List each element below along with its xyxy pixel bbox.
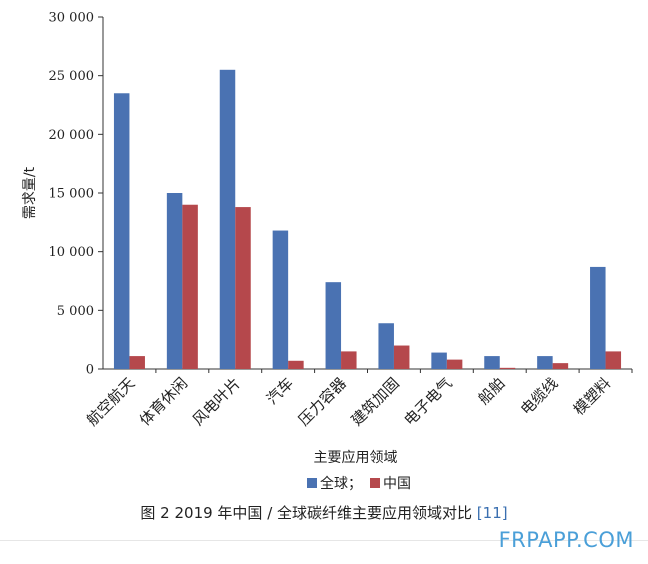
bar: [590, 266, 606, 369]
bar: [219, 69, 236, 370]
legend-label: 全球；: [320, 475, 362, 492]
x-tick-label: 体育休闲: [136, 374, 191, 429]
y-tick-label: 20 000: [49, 128, 95, 143]
bar: [113, 93, 130, 370]
bar: [431, 352, 447, 369]
x-tick-label: 电子电气: [401, 374, 456, 429]
bar: [484, 356, 500, 369]
x-tick-label: 电缆线: [517, 374, 562, 419]
x-tick-label: 风电叶片: [189, 374, 244, 429]
legend-swatch: [370, 478, 380, 488]
bar: [129, 356, 145, 369]
x-tick-label: 压力容器: [295, 374, 350, 429]
bar: [393, 345, 410, 369]
caption-text: 图 2 2019 年中国 / 全球碳纤维主要应用领域对比: [140, 504, 477, 522]
bar: [341, 351, 357, 369]
bar: [499, 367, 516, 369]
x-tick-label: 船舶: [475, 374, 509, 408]
bar: [272, 230, 289, 369]
legend-label: 中国: [383, 476, 411, 492]
y-tick-label: 5 000: [57, 304, 94, 319]
bar: [182, 204, 198, 369]
y-axis-label: 需求量/t: [22, 166, 38, 219]
x-tick-label: 汽车: [263, 374, 297, 408]
divider: [0, 540, 648, 541]
x-tick-label: 航空航天: [83, 374, 138, 429]
y-tick-label: 15 000: [49, 187, 95, 202]
bar: [552, 363, 569, 369]
caption-reference: [11]: [476, 504, 508, 522]
bar: [378, 323, 394, 369]
y-tick-label: 30 000: [49, 11, 95, 26]
legend-swatch: [307, 478, 317, 488]
bar: [325, 282, 342, 369]
bar: [446, 359, 463, 369]
bar: [166, 193, 183, 369]
y-tick-label: 10 000: [49, 245, 95, 260]
bar: [288, 360, 304, 369]
x-tick-label: 模塑料: [570, 374, 615, 419]
y-tick-label: 25 000: [49, 69, 95, 84]
x-tick-label: 建筑加固: [348, 374, 403, 429]
y-tick-label: 0: [86, 363, 94, 378]
bar: [235, 207, 251, 369]
x-axis-label: 主要应用领域: [314, 449, 398, 466]
watermark: FRPAPP.COM: [498, 528, 634, 552]
bar: [537, 356, 553, 369]
legend: 全球； 中国: [307, 475, 411, 492]
bar: [605, 351, 622, 369]
figure-caption: 图 2 2019 年中国 / 全球碳纤维主要应用领域对比 [11]: [0, 502, 648, 523]
y-axis-ticks: 0 5 000 10 000 15 000 20 000 25 000 30 000: [49, 11, 103, 378]
bar-chart: 0 5 000 10 000 15 000 20 000 25 000 30 000 航空航…: [22, 11, 633, 492]
bars: [113, 69, 622, 370]
